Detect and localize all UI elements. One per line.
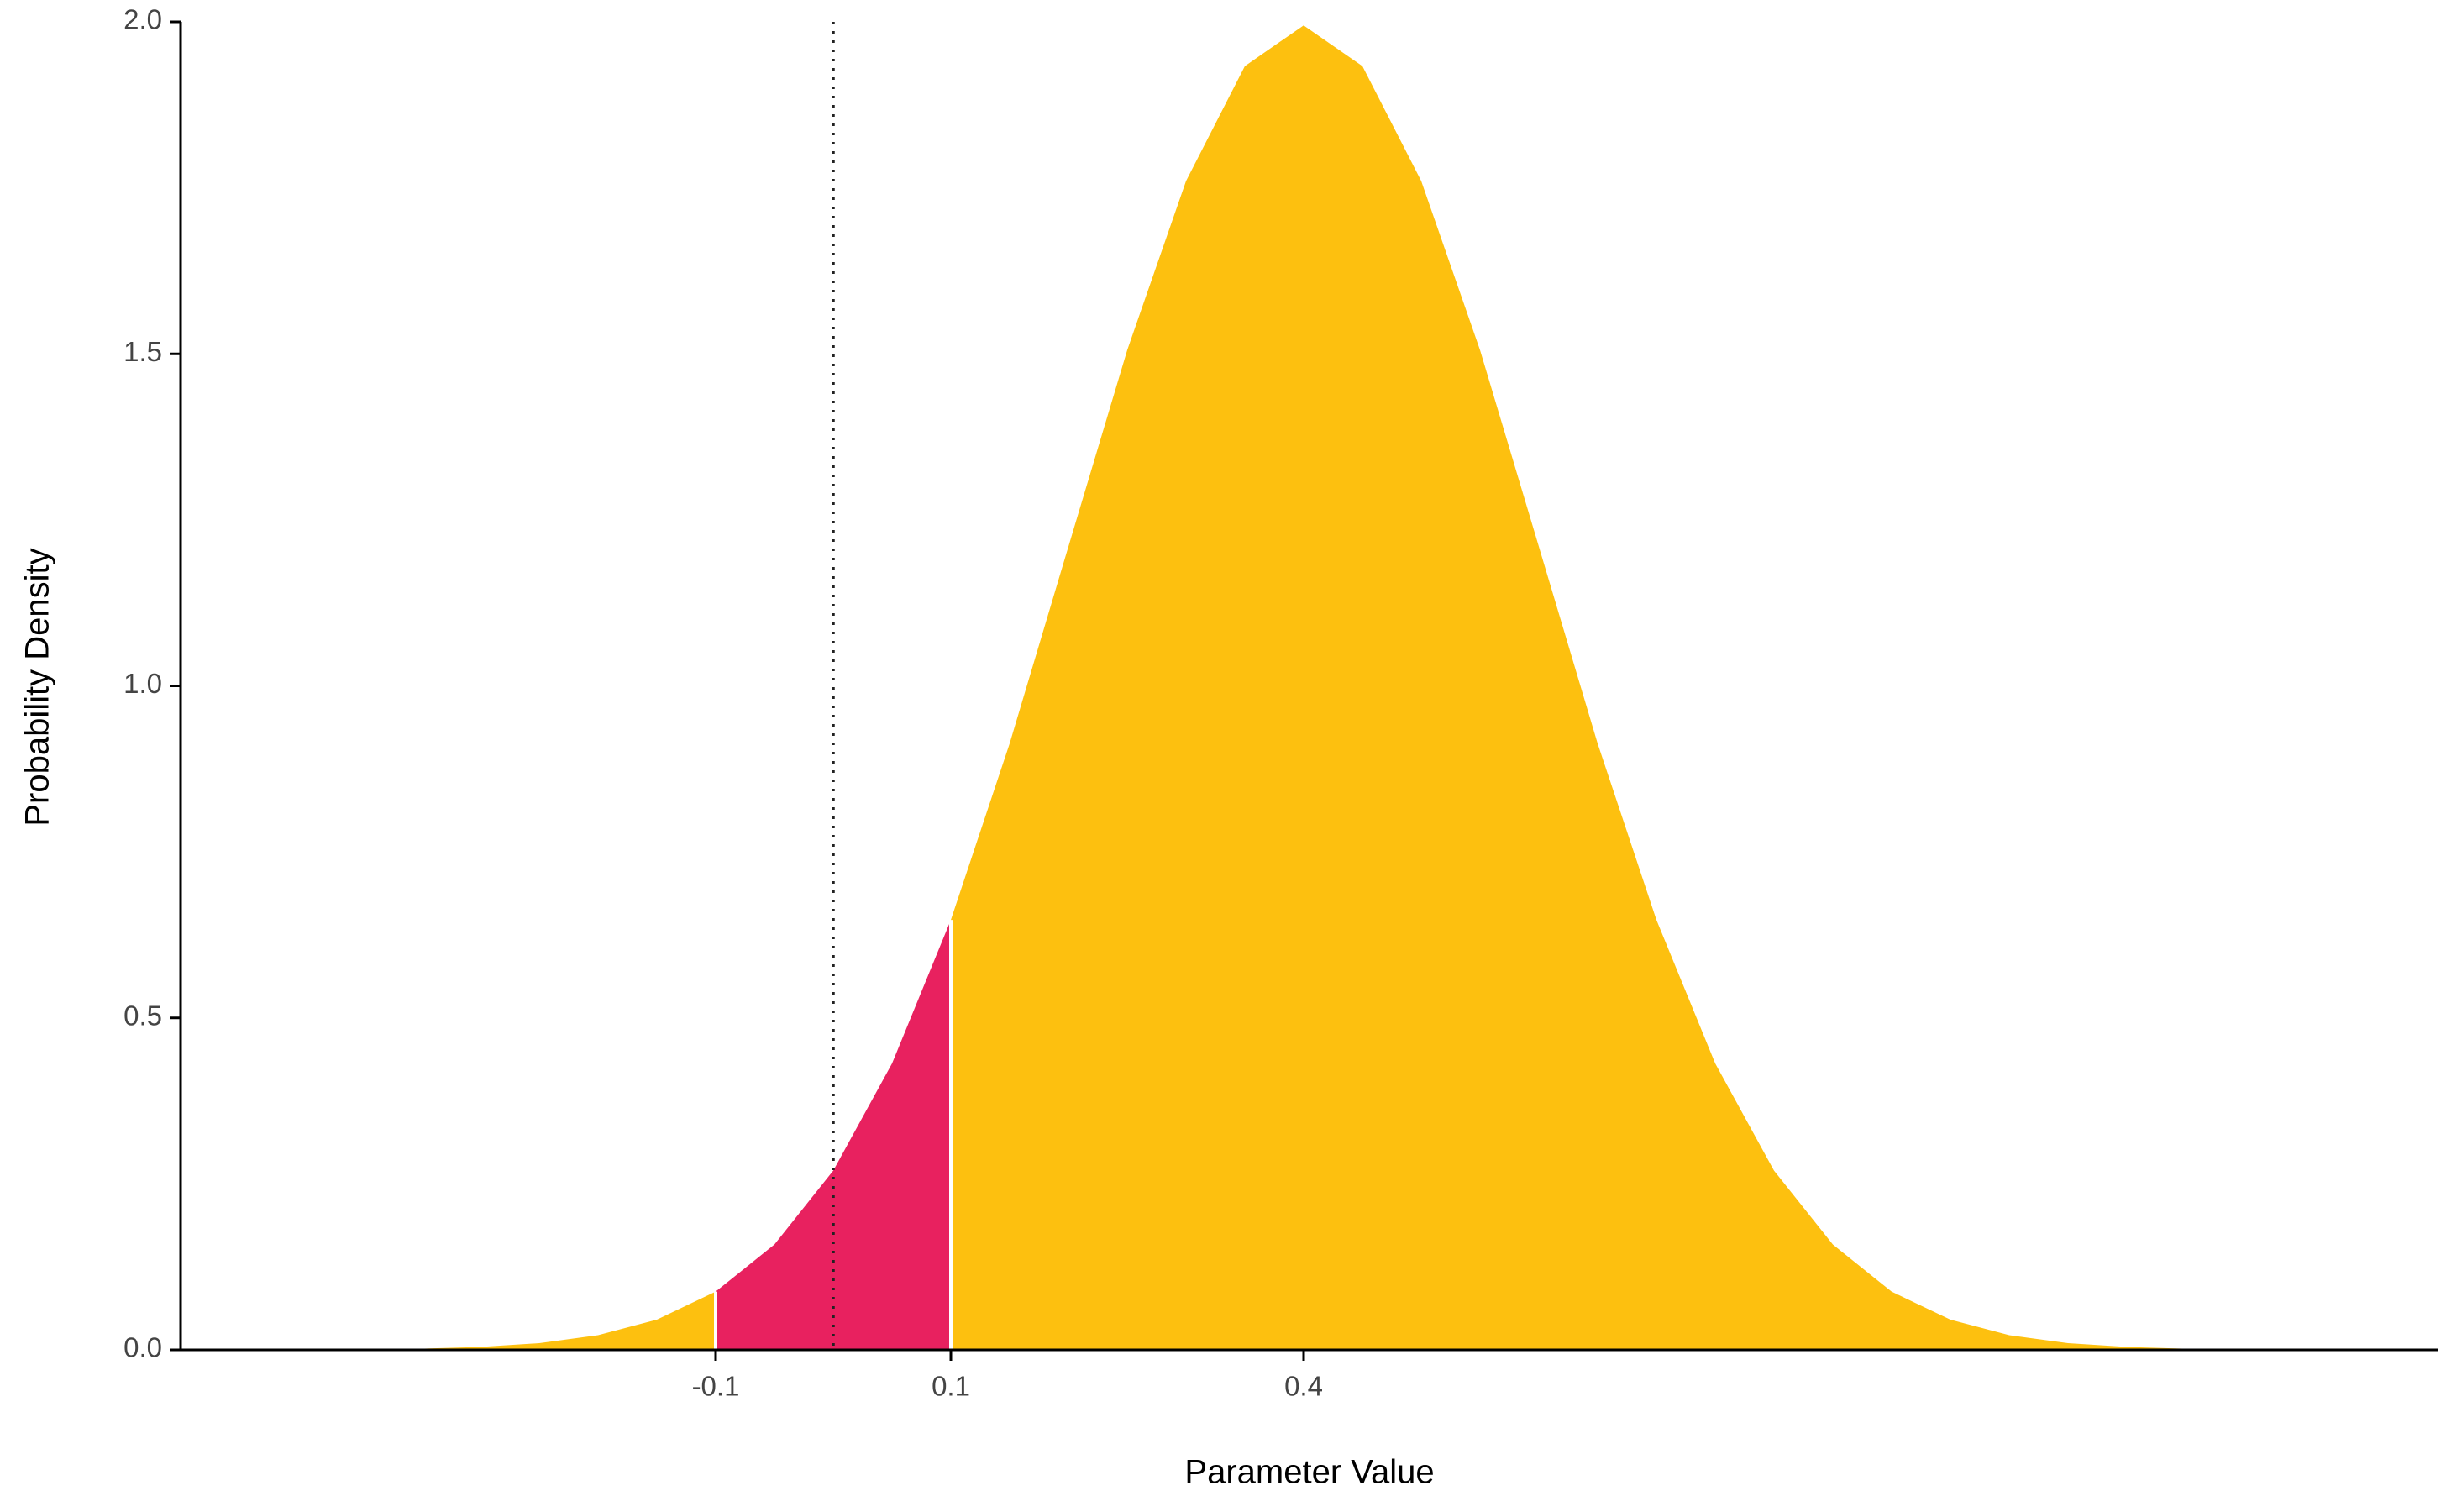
x-tick-label: 0.4 [1284, 1371, 1323, 1402]
x-axis-title: Parameter Value [1184, 1454, 1434, 1491]
y-tick-label: 1.5 [123, 336, 162, 367]
y-tick-label: 0.5 [123, 1000, 162, 1031]
x-tick-label: -0.1 [692, 1371, 740, 1402]
density-area [716, 920, 951, 1350]
y-axis-title: Probability Density [19, 548, 56, 826]
x-tick-label: 0.1 [932, 1371, 970, 1402]
y-tick-label: 0.0 [123, 1332, 162, 1363]
y-tick-label: 1.0 [123, 668, 162, 699]
density-area [951, 25, 2186, 1350]
density-area [422, 1291, 716, 1350]
y-tick-label: 2.0 [123, 4, 162, 35]
